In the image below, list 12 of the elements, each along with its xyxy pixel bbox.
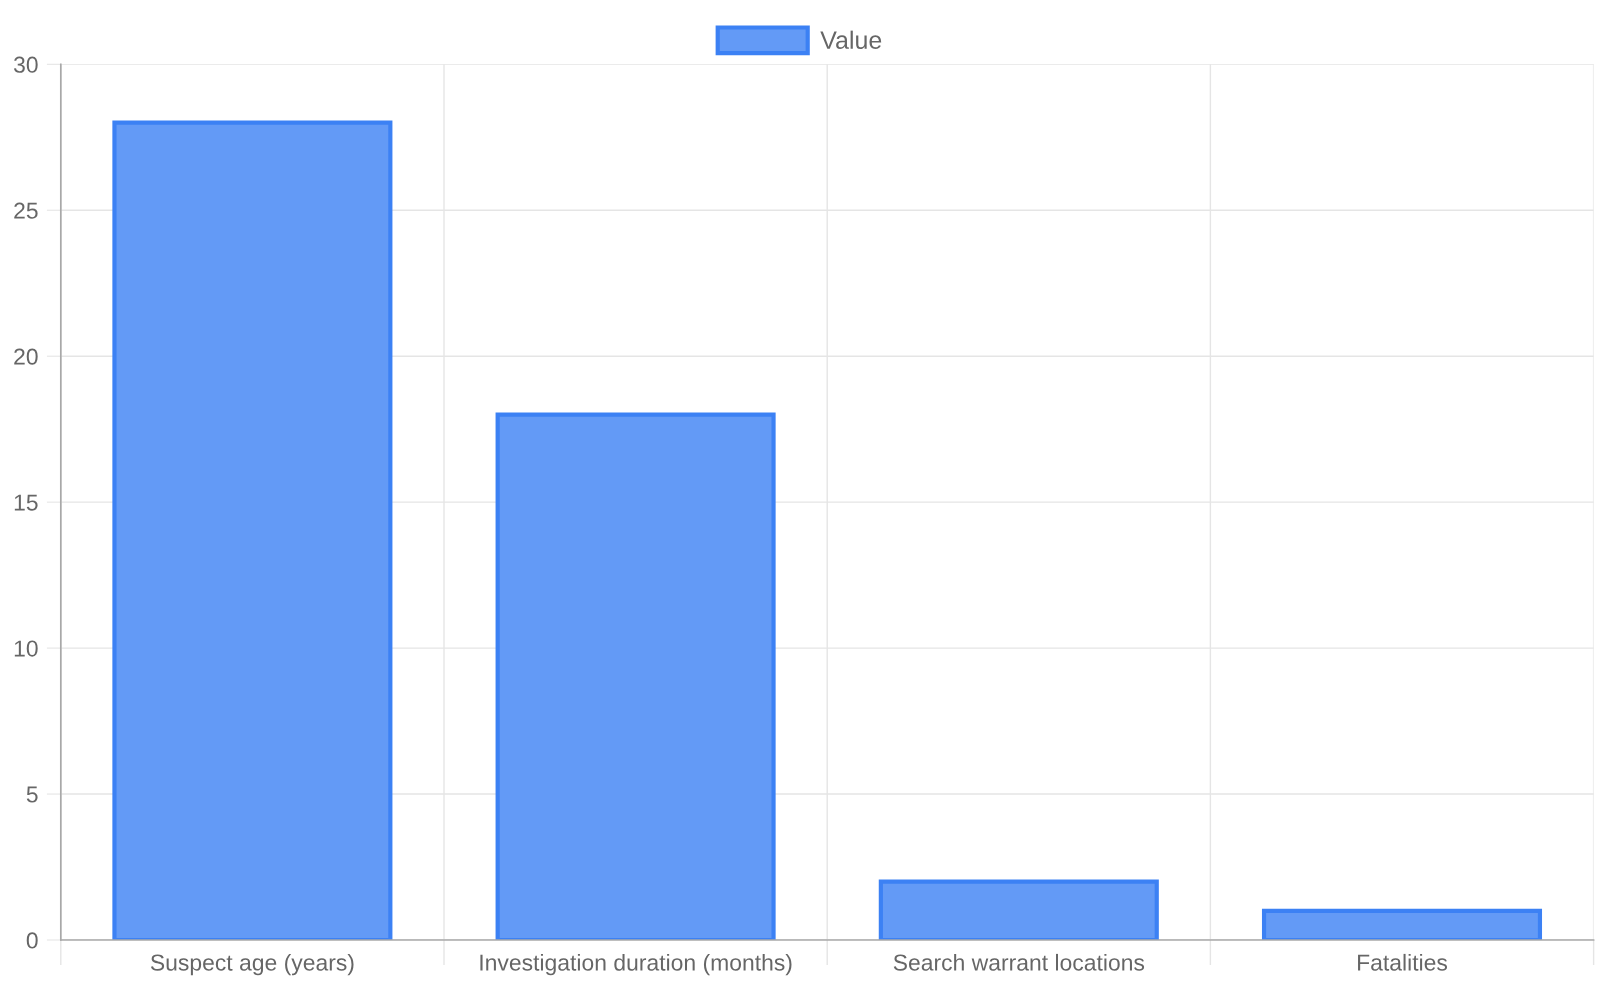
x-tick-label: Search warrant locations — [893, 953, 1145, 971]
y-tick-label: 20 — [14, 348, 38, 365]
x-tick-label: Fatalities — [1358, 953, 1448, 971]
y-tick-label: 0 — [26, 932, 38, 949]
x-tick-label: Suspect age (years) — [150, 953, 354, 976]
x-tick-label: Investigation duration (months) — [480, 953, 792, 976]
y-tick-label: 15 — [14, 494, 38, 511]
y-tick-label: 5 — [26, 786, 38, 803]
y-tick-label: 10 — [14, 640, 38, 657]
y-tick-label: 25 — [14, 202, 38, 219]
y-tick-label: 30 — [13, 56, 38, 73]
legend-label: Value — [820, 30, 882, 49]
